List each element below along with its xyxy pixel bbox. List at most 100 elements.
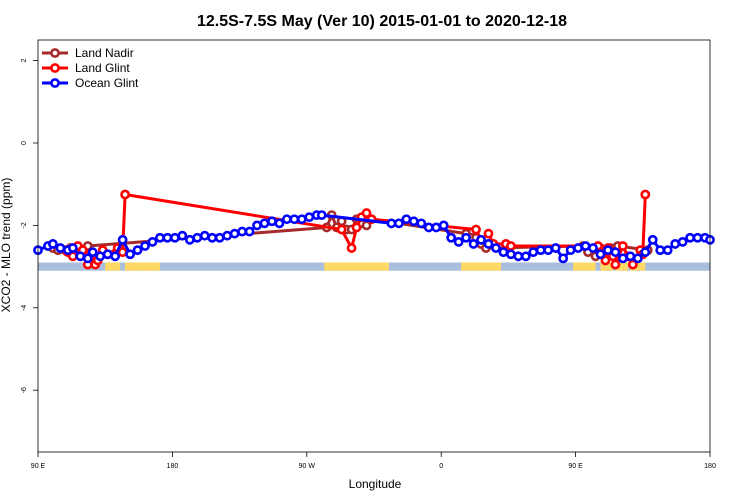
chart-title: 12.5S-7.5S May (Ver 10) 2015-01-01 to 20…	[197, 13, 567, 30]
ocean-glint-point	[169, 232, 180, 243]
land-glint-point	[351, 222, 362, 233]
ocean-glint-point	[677, 236, 688, 247]
land-segment	[600, 262, 613, 271]
land-glint-point	[617, 241, 628, 251]
ocean-glint-point	[177, 230, 188, 241]
land-segment	[461, 262, 501, 271]
land-glint-point	[483, 228, 494, 239]
ocean-glint-point	[453, 236, 464, 247]
ocean-glint-point	[423, 222, 434, 233]
x-tick-label: 180	[704, 463, 716, 470]
ocean-glint-point	[75, 251, 86, 262]
ocean-glint-point	[408, 216, 419, 227]
y-tick-label: -6	[21, 387, 28, 393]
ocean-glint-point	[289, 214, 300, 225]
land-segment	[147, 262, 160, 271]
ocean-glint-point	[685, 232, 695, 243]
land-glint-point	[640, 189, 651, 200]
ocean-glint-point	[588, 243, 598, 253]
land-segment	[125, 262, 138, 271]
legend-swatch-marker	[50, 78, 60, 88]
land-glint-point	[610, 259, 621, 270]
ocean-glint-point	[132, 245, 143, 256]
ocean-glint-point	[316, 210, 327, 220]
x-tick-label: 180	[167, 463, 179, 470]
land-glint-point	[120, 189, 131, 200]
ocean-glint-point	[207, 232, 218, 243]
ocean-glint-point	[401, 214, 412, 225]
x-tick-label: 90 E	[31, 463, 46, 470]
ocean-glint-point	[461, 232, 471, 243]
ocean-glint-point	[505, 249, 516, 260]
x-axis-label: Longitude	[349, 477, 402, 491]
x-tick-label: 90 E	[568, 463, 583, 470]
land-segment	[132, 262, 153, 271]
ocean-glint-point	[117, 234, 128, 245]
ocean-glint-point	[520, 251, 531, 262]
ocean-glint-point	[625, 251, 636, 262]
legend-swatch-marker	[50, 48, 60, 58]
ocean-glint-point	[162, 232, 173, 243]
y-tick-label: -2	[21, 222, 28, 228]
ocean-glint-point	[670, 239, 681, 249]
land-segment	[324, 262, 389, 271]
ocean-glint-point	[267, 216, 277, 227]
ocean-glint-point	[147, 236, 158, 247]
ocean-glint-point	[498, 247, 509, 258]
ocean-glint-point	[237, 226, 247, 237]
ocean-glint-point	[468, 239, 479, 249]
legend-label: Land Glint	[75, 61, 130, 75]
ocean-glint-point	[692, 232, 703, 243]
land-glint-point	[600, 255, 611, 266]
legend-swatch-marker	[50, 63, 60, 73]
ocean-glint-point	[483, 239, 494, 249]
ocean-glint-point	[95, 251, 106, 262]
ocean-glint-point	[655, 245, 666, 256]
ocean-glint-point	[476, 234, 486, 245]
ocean-glint-point	[67, 243, 78, 253]
ocean-glint-point	[184, 234, 195, 245]
ocean-glint-point	[535, 245, 546, 256]
ocean-glint-point	[580, 241, 591, 251]
ocean-glint-point	[87, 247, 98, 258]
ocean-glint-point	[513, 251, 524, 262]
ocean-glint-point	[386, 218, 397, 229]
ocean-glint-point	[662, 245, 673, 256]
land-segment	[615, 262, 628, 271]
land-glint-point	[346, 243, 357, 253]
ocean-glint-point	[438, 220, 449, 231]
ocean-glint-point	[82, 253, 93, 264]
ocean-glint-point	[281, 214, 292, 225]
y-tick-label: 0	[21, 141, 28, 145]
ocean-glint-point	[304, 212, 315, 223]
ocean-glint-point	[102, 249, 113, 260]
y-tick-label: -4	[21, 305, 28, 311]
ocean-glint-point	[140, 241, 150, 251]
land-segment	[105, 262, 121, 271]
legend-item-land-nadir: Land Nadir	[42, 46, 134, 60]
ocean-glint-point	[528, 247, 539, 258]
ocean-glint-point	[274, 218, 285, 229]
x-tick-label: 0	[439, 463, 443, 470]
ocean-glint-point	[222, 230, 233, 241]
ocean-glint-series	[33, 210, 715, 264]
ocean-glint-point	[125, 249, 135, 260]
ocean-glint-point	[610, 247, 621, 258]
ocean-glint-point	[416, 218, 427, 229]
ocean-glint-point	[446, 232, 457, 243]
ocean-glint-point	[595, 249, 606, 260]
ocean-glint-point	[550, 243, 561, 253]
x-tick-label: 90 W	[299, 463, 316, 470]
land-glint-point	[361, 208, 372, 218]
ocean-glint-point	[55, 243, 66, 253]
ocean-glint-point	[259, 218, 270, 229]
land-glint-point	[471, 224, 481, 235]
ocean-glint-point	[192, 232, 203, 243]
axes: 90 E 180 90 W 0 90 E 180 2 0 -2 -4 -6	[21, 59, 716, 470]
ocean-glint-point	[647, 234, 658, 245]
y-tick-label: 2	[21, 59, 28, 63]
land-ocean-band	[38, 262, 710, 271]
ocean-glint-point	[573, 243, 583, 253]
ocean-glint-point	[565, 245, 576, 256]
